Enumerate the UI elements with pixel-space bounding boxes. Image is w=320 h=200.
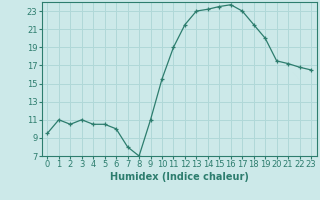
X-axis label: Humidex (Indice chaleur): Humidex (Indice chaleur) xyxy=(110,172,249,182)
